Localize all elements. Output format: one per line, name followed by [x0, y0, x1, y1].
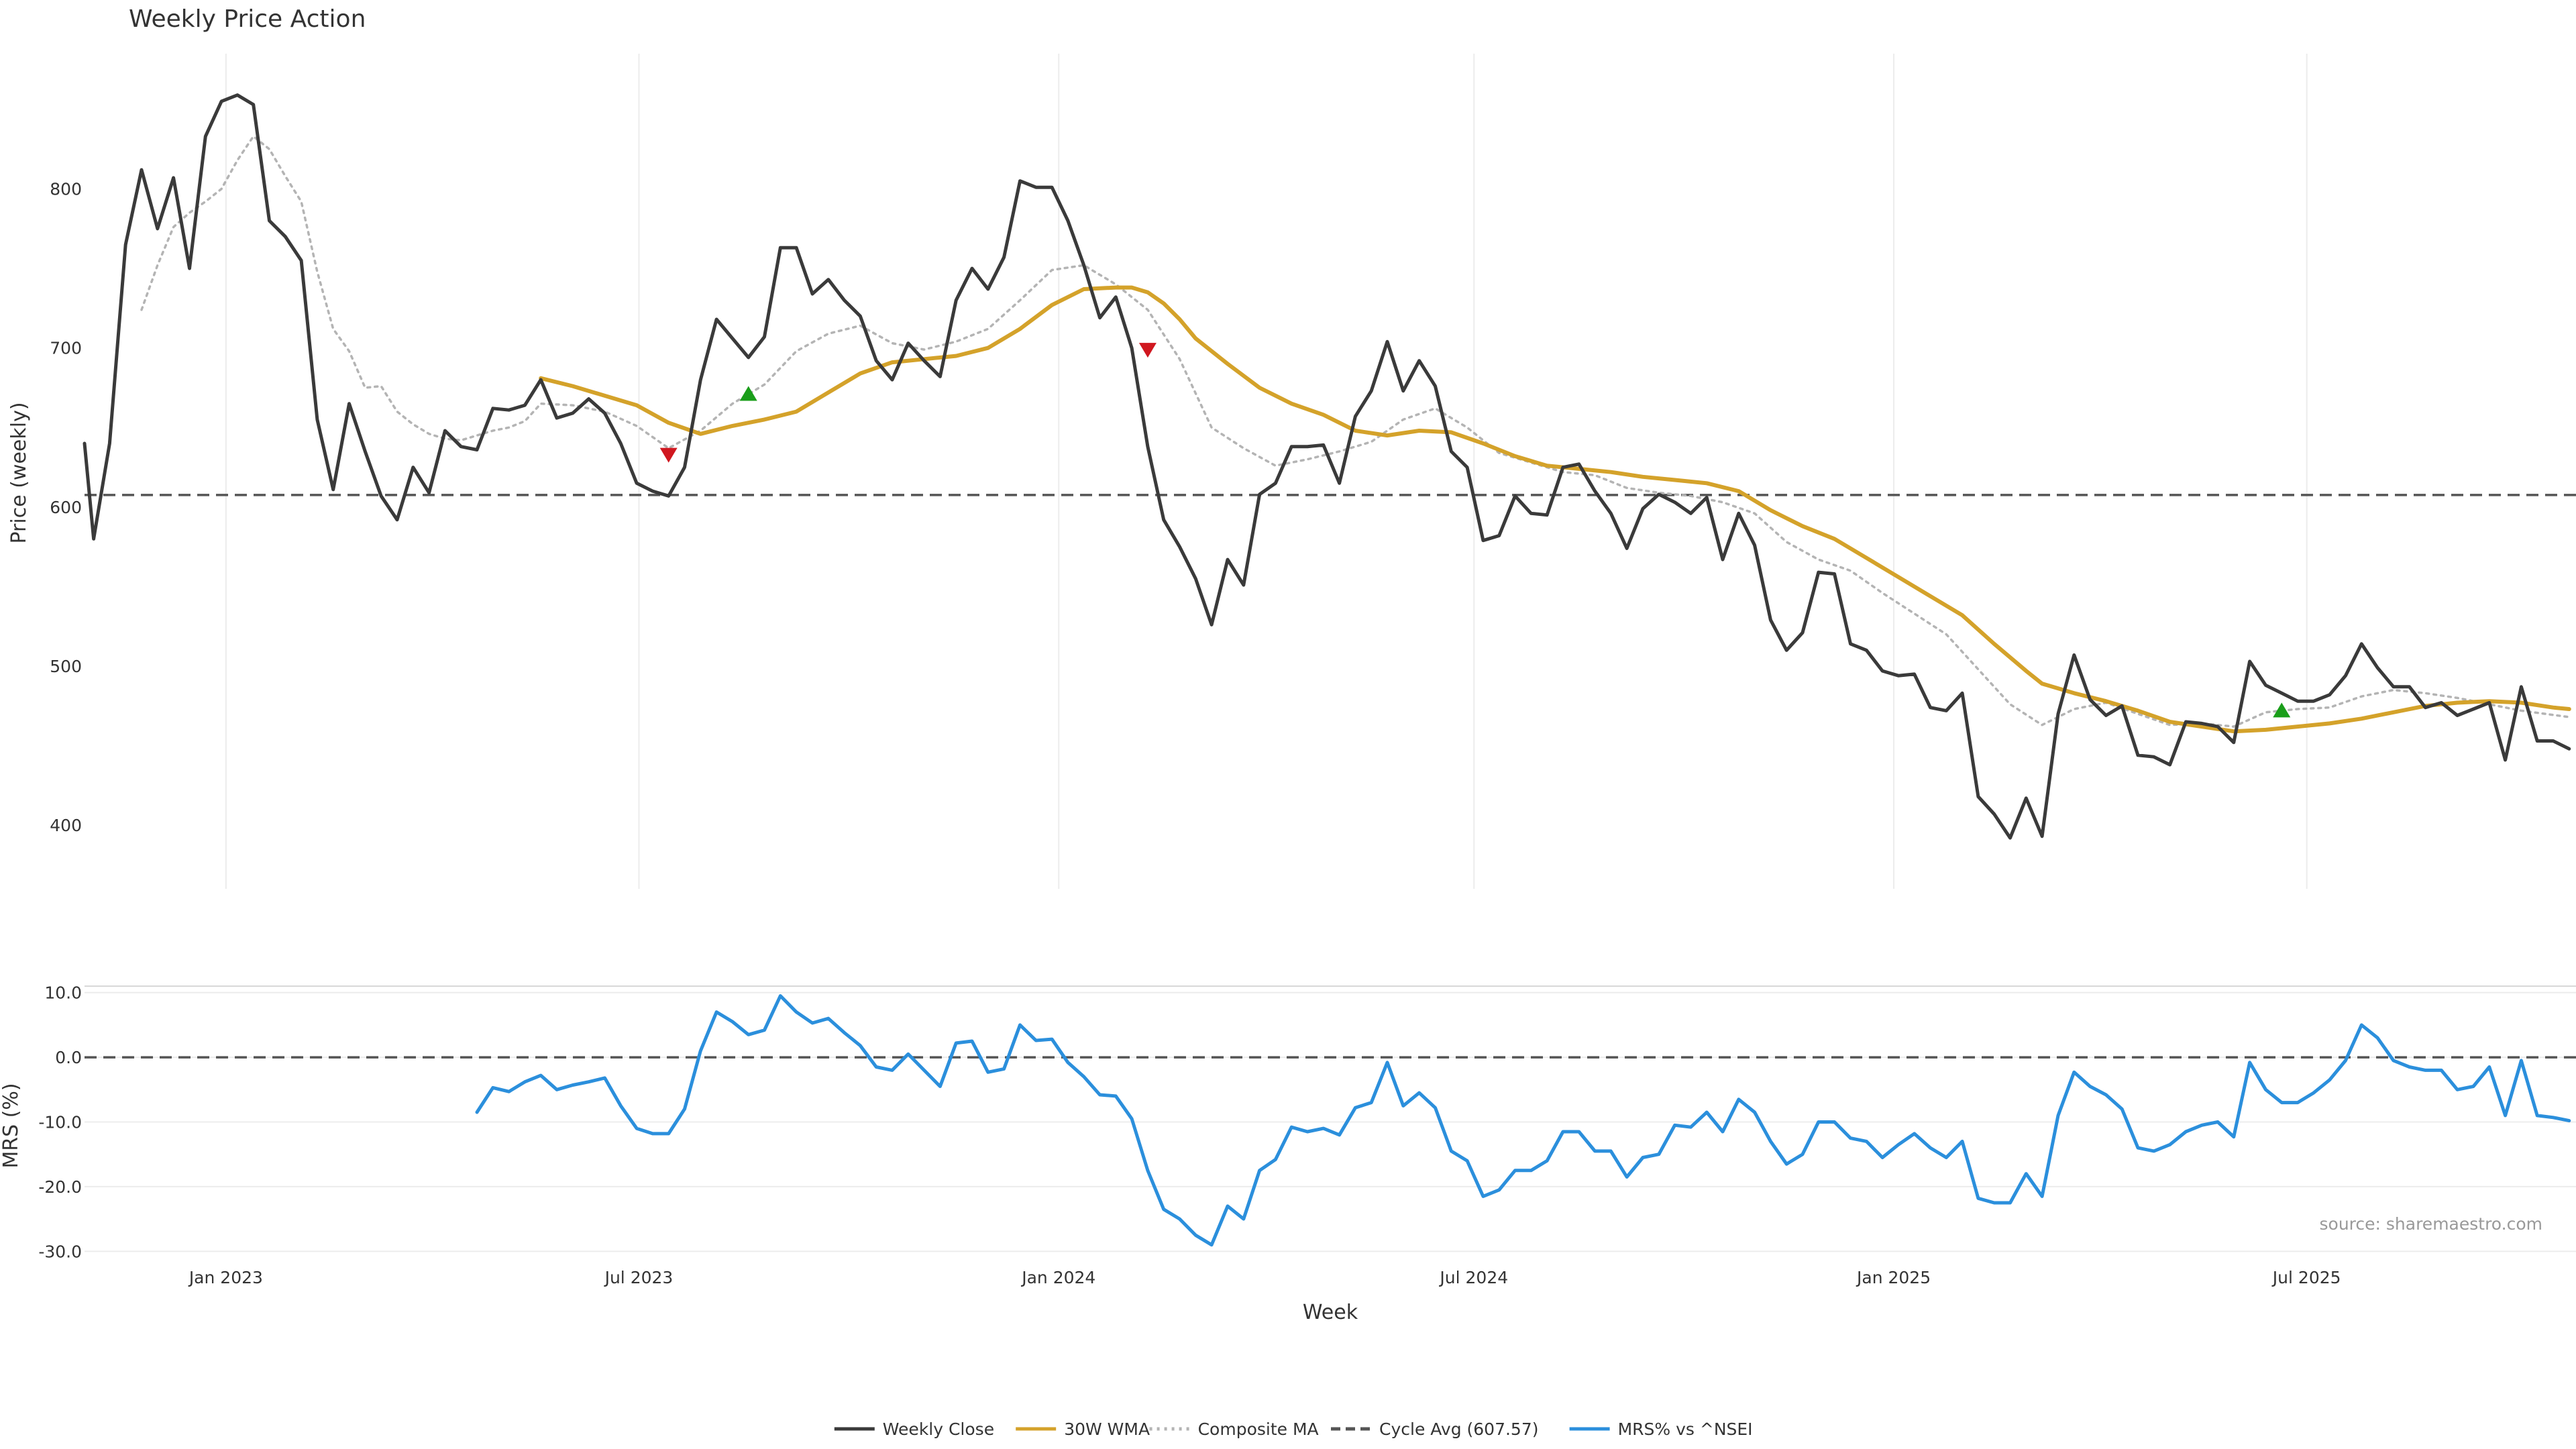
- mrs-line: [475, 994, 2571, 1247]
- legend-item: Weekly Close: [834, 1419, 994, 1439]
- x-tick-label: Jan 2025: [1856, 1268, 1931, 1287]
- price-series: [83, 93, 2571, 840]
- price-y-axis: 400 500 600 700 800: [50, 180, 82, 836]
- sell-signal-marker: [1138, 343, 1157, 358]
- price-y-tick-label: 400: [50, 816, 82, 835]
- mrs-y-label: MRS (%): [0, 1083, 23, 1168]
- price-y-tick-label: 500: [50, 657, 82, 676]
- mrs-y-tick-label: -20.0: [38, 1177, 82, 1197]
- legend: Weekly Close 30W WMA Composite MA Cycle Avg…: [834, 1419, 1753, 1439]
- buy-signal-marker: [2273, 702, 2291, 718]
- mrs-y-axis: 10.0 0.0 -10.0 -20.0 -30.0: [38, 983, 82, 1262]
- price-y-tick-label: 700: [50, 339, 82, 358]
- price-y-tick-label: 600: [50, 498, 82, 517]
- chart-title: Weekly Price Action: [129, 5, 366, 33]
- mrs-series: [475, 994, 2571, 1247]
- x-tick-label: Jan 2024: [1020, 1268, 1095, 1287]
- legend-item: Cycle Avg (607.57): [1331, 1419, 1539, 1439]
- composite-ma-line: [140, 135, 2571, 728]
- mrs-panel: 10.0 0.0 -10.0 -20.0 -30.0 MRS (%) source: s…: [0, 983, 2576, 1262]
- legend-item: Composite MA: [1149, 1419, 1319, 1439]
- legend-item: MRS% vs ^NSEI: [1569, 1419, 1753, 1439]
- legend-item: 30W WMA: [1016, 1419, 1150, 1439]
- x-tick-label: Jul 2025: [2271, 1268, 2341, 1287]
- x-tick-label: Jul 2023: [604, 1268, 674, 1287]
- 30w-wma-line: [539, 285, 2571, 734]
- mrs-y-tick-label: -30.0: [38, 1242, 82, 1261]
- x-axis-label: Week: [1303, 1301, 1358, 1324]
- mrs-y-tick-label: 0.0: [55, 1048, 82, 1067]
- legend-label: Composite MA: [1198, 1419, 1319, 1439]
- price-grid: [225, 54, 2308, 889]
- mrs-y-tick-label: 10.0: [44, 983, 82, 1003]
- mrs-y-tick-label: -10.0: [38, 1113, 82, 1132]
- price-y-tick-label: 800: [50, 180, 82, 199]
- x-axis: Jan 2023 Jul 2023 Jan 2024 Jul 2024 Jan 2025…: [188, 1268, 2341, 1287]
- x-tick-label: Jul 2024: [1438, 1268, 1508, 1287]
- legend-label: Cycle Avg (607.57): [1379, 1419, 1539, 1439]
- x-tick-label: Jan 2023: [188, 1268, 263, 1287]
- legend-label: Weekly Close: [883, 1419, 994, 1439]
- legend-label: MRS% vs ^NSEI: [1618, 1419, 1753, 1439]
- buy-signal-marker: [739, 386, 757, 401]
- weekly-close-line: [83, 93, 2571, 840]
- legend-label: 30W WMA: [1064, 1419, 1150, 1439]
- signal-markers: [659, 343, 2291, 718]
- sell-signal-marker: [659, 447, 678, 463]
- price-panel: 400 500 600 700 800 Price (weekly): [7, 54, 2576, 889]
- source-annotation: source: sharemaestro.com: [2320, 1214, 2543, 1234]
- price-y-label: Price (weekly): [7, 402, 31, 543]
